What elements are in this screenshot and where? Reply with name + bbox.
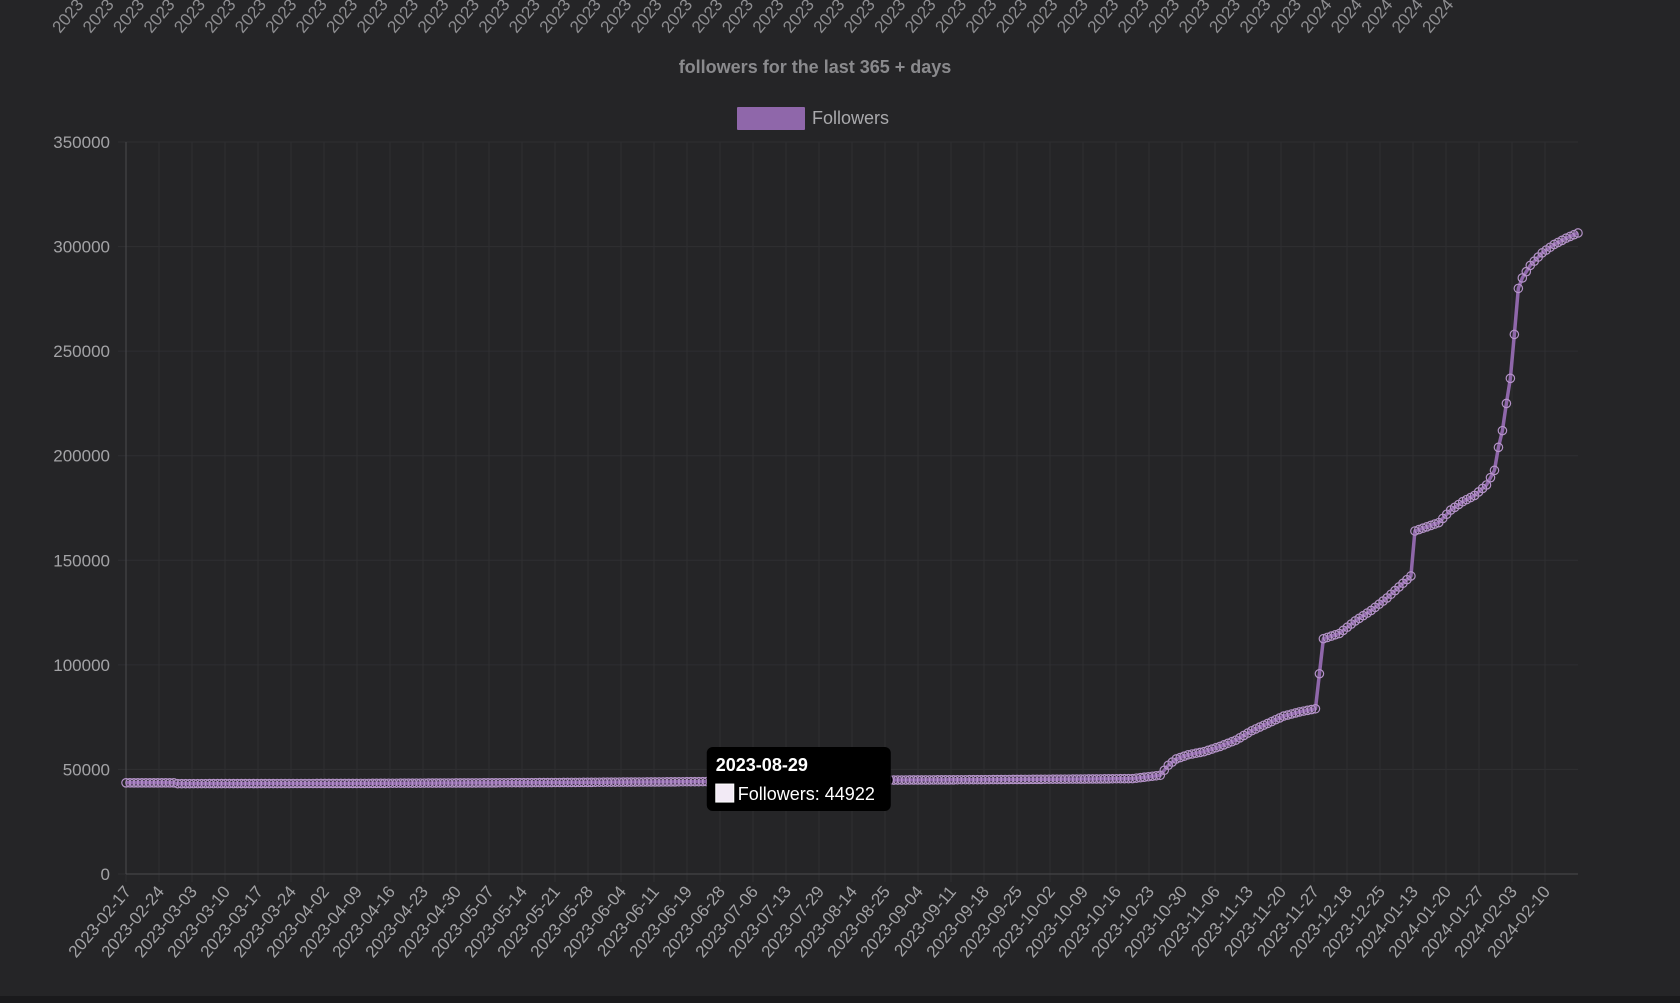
- data-point[interactable]: [1485, 472, 1496, 483]
- chart-title: followers for the last 365 + days: [679, 57, 952, 77]
- data-point[interactable]: [1489, 465, 1500, 476]
- tooltip-value: Followers: 44922: [738, 784, 875, 804]
- data-point[interactable]: [1481, 480, 1492, 490]
- y-tick-label: 50000: [63, 760, 110, 779]
- y-tick-label: 0: [101, 865, 110, 884]
- legend-label-followers[interactable]: Followers: [812, 108, 889, 128]
- data-point[interactable]: [1573, 228, 1583, 238]
- data-point[interactable]: [1509, 329, 1520, 340]
- data-point[interactable]: [1501, 398, 1512, 409]
- tooltip-date: 2023-08-29: [716, 755, 808, 775]
- y-tick-label: 150000: [53, 551, 110, 570]
- data-point[interactable]: [1314, 668, 1325, 679]
- y-tick-label: 250000: [53, 342, 110, 361]
- data-point[interactable]: [1406, 571, 1416, 581]
- bottom-bar: [0, 996, 1680, 1003]
- data-point[interactable]: [1505, 373, 1516, 384]
- tooltip-background: [706, 747, 891, 812]
- data-point[interactable]: [1429, 519, 1440, 529]
- data-point[interactable]: [1151, 770, 1162, 781]
- top-axis-cut-labels: 2023202320232023202320232023202320232023…: [49, 0, 1458, 37]
- x-axis-tick-labels: 2023-02-172023-02-242023-03-032023-03-10…: [65, 882, 1554, 961]
- data-point[interactable]: [1513, 283, 1524, 294]
- y-axis-tick-labels: 0 50000 100000 150000 200000 250000 300000 3500…: [53, 133, 110, 884]
- data-point[interactable]: [1330, 629, 1341, 640]
- y-tick-label: 300000: [53, 238, 110, 257]
- legend-swatch-followers[interactable]: [737, 107, 805, 130]
- top-cut-label: 2023: [49, 0, 88, 37]
- legend[interactable]: Followers: [737, 107, 889, 130]
- data-point[interactable]: [1493, 442, 1504, 453]
- y-tick-label: 100000: [53, 656, 110, 675]
- axes: [125, 142, 1578, 875]
- y-tick-label: 200000: [53, 447, 110, 466]
- y-tick-label: 350000: [53, 133, 110, 152]
- tooltip: 2023-08-29 Followers: 44922: [706, 747, 893, 812]
- tooltip-caret: [890, 774, 893, 787]
- tooltip-swatch: [715, 783, 735, 803]
- data-point[interactable]: [1310, 703, 1321, 714]
- data-point[interactable]: [1306, 704, 1317, 715]
- data-point[interactable]: [1497, 425, 1508, 436]
